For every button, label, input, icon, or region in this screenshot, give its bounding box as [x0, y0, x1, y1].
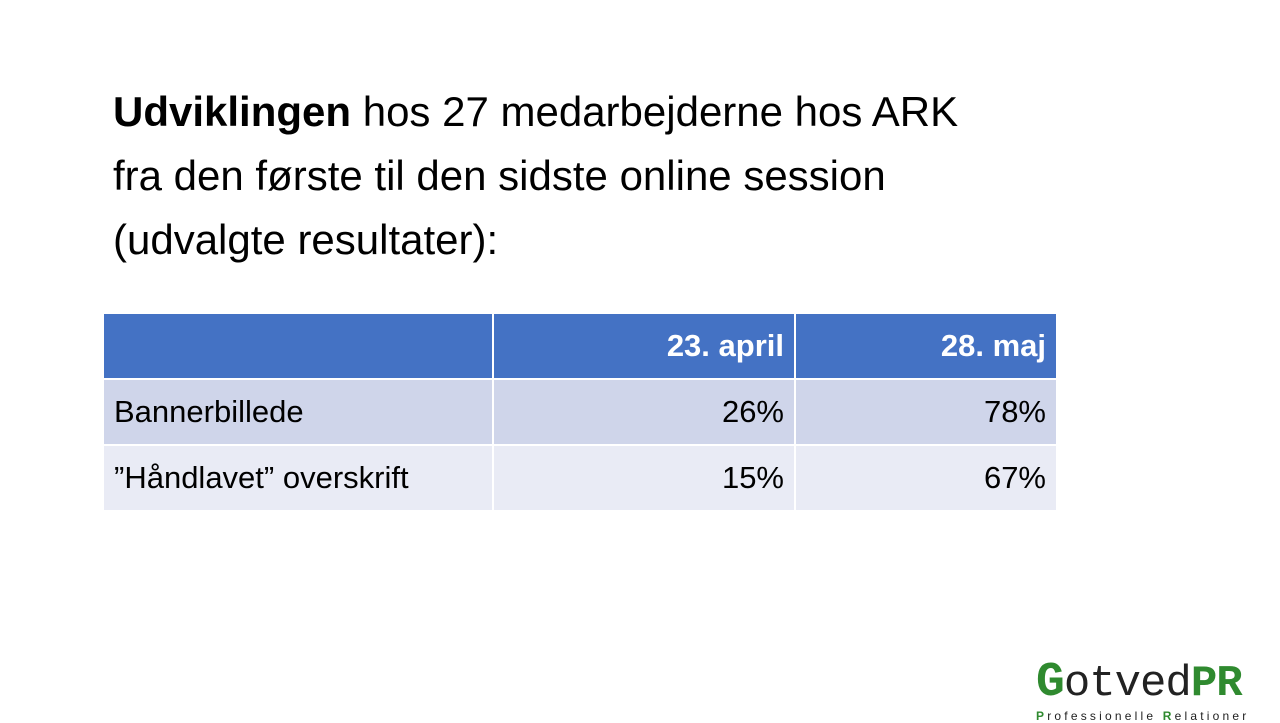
- value-cell: 78%: [794, 378, 1058, 446]
- title-line1: hos 27 medarbejderne hos ARK: [351, 88, 959, 135]
- value-cell: 15%: [492, 444, 796, 512]
- gotvedpr-logo: GotvedPR Professionelle Relationer: [1036, 656, 1250, 723]
- results-table: 23. april 28. maj Bannerbillede 26% 78% …: [102, 312, 1058, 512]
- table-header-row: 23. april 28. maj: [102, 312, 1058, 380]
- value-cell: 67%: [794, 444, 1058, 512]
- header-cell: 23. april: [492, 312, 796, 380]
- value-cell: 26%: [492, 378, 796, 446]
- header-cell: 28. maj: [794, 312, 1058, 380]
- row-label: Bannerbillede: [102, 378, 494, 446]
- title-line2: fra den første til den sidste online ses…: [113, 152, 886, 199]
- table-row: Bannerbillede 26% 78%: [102, 378, 1058, 446]
- row-label: ”Håndlavet” overskrift: [102, 444, 494, 512]
- slide-title: Udviklingen hos 27 medarbejderne hos ARK…: [113, 80, 1213, 272]
- title-bold: Udviklingen: [113, 88, 352, 135]
- title-line3: (udvalgte resultater):: [113, 216, 499, 263]
- table-row: ”Håndlavet” overskrift 15% 67%: [102, 444, 1058, 512]
- header-cell: [102, 312, 494, 380]
